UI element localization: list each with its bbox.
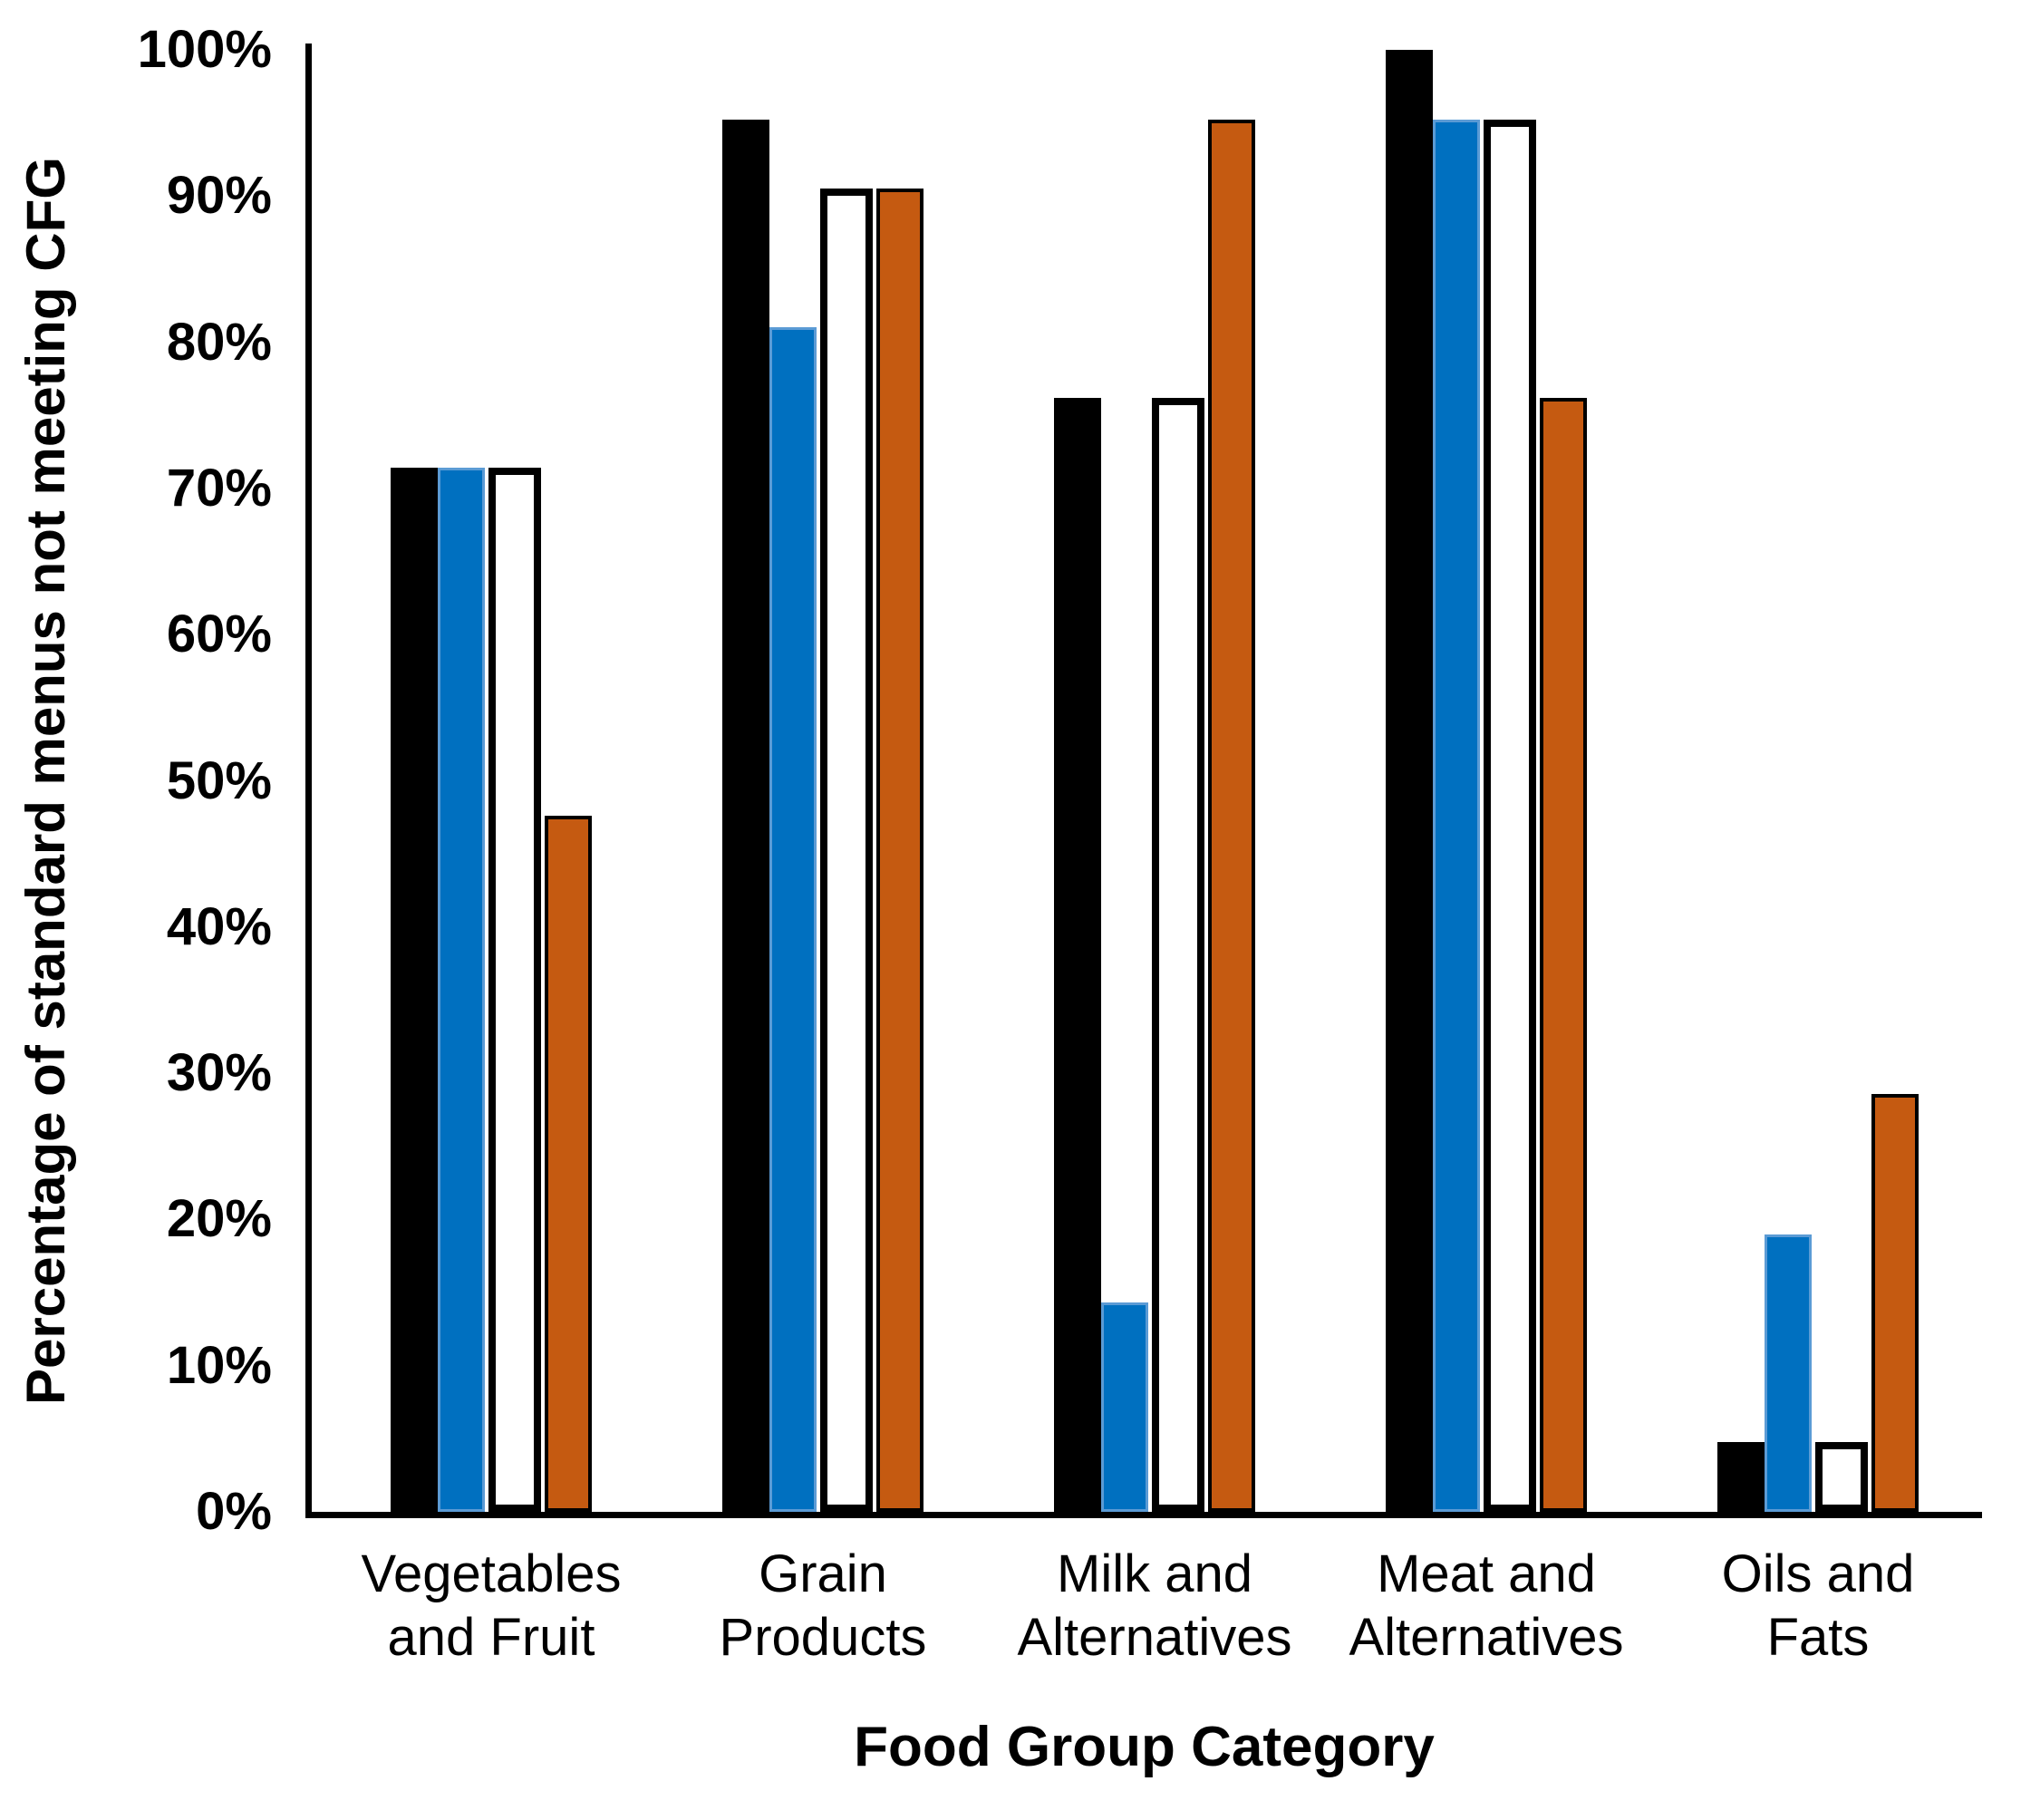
bar-white-oils-and-fats [1815, 1442, 1868, 1512]
bar-cluster-3 [1054, 120, 1255, 1512]
bar-white-milk-and-alternatives [1152, 398, 1204, 1512]
bar-blue-meat-and-alternatives [1433, 120, 1480, 1512]
bar-black-grain-products [722, 120, 769, 1512]
y-tick-label-30: 30% [166, 1043, 272, 1103]
y-tick-label-70: 70% [166, 458, 272, 518]
y-tick-label-40: 40% [166, 896, 272, 956]
bar-blue-vegetables-and-fruit [438, 468, 485, 1512]
bar-cluster-2 [722, 120, 923, 1512]
bar-black-vegetables-and-fruit [391, 468, 438, 1512]
y-axis-line [305, 44, 312, 1518]
bar-cluster-4 [1386, 50, 1587, 1512]
y-tick-label-10: 10% [166, 1335, 272, 1395]
y-tick-label-90: 90% [166, 166, 272, 226]
bar-orange-milk-and-alternatives [1208, 120, 1255, 1512]
bar-white-grain-products [820, 189, 873, 1512]
bar-black-meat-and-alternatives [1386, 50, 1433, 1512]
category-label-meat-and-alternatives: Meat and Alternatives [1349, 1544, 1624, 1667]
bar-blue-milk-and-alternatives [1101, 1302, 1148, 1512]
bar-black-oils-and-fats [1717, 1442, 1765, 1512]
category-label-milk-and-alternatives: Milk and Alternatives [1017, 1544, 1292, 1667]
y-tick-label-20: 20% [166, 1189, 272, 1249]
category-label-vegetables-and-fruit: Vegetables and Fruit [361, 1544, 622, 1667]
bar-cluster-5 [1717, 1094, 1919, 1512]
y-tick-label-100: 100% [137, 20, 272, 79]
y-tick-label-0: 0% [196, 1482, 272, 1541]
y-tick-label-50: 50% [166, 750, 272, 810]
bar-white-vegetables-and-fruit [488, 468, 541, 1512]
y-tick-label-80: 80% [166, 312, 272, 372]
bar-orange-vegetables-and-fruit [545, 816, 592, 1512]
bar-orange-oils-and-fats [1871, 1094, 1919, 1512]
bar-black-milk-and-alternatives [1054, 398, 1101, 1512]
category-label-oils-and-fats: Oils and Fats [1721, 1544, 1915, 1667]
y-tick-label-60: 60% [166, 605, 272, 664]
bar-cluster-1 [391, 468, 592, 1512]
x-axis-line [305, 1512, 1982, 1518]
bar-blue-oils-and-fats [1765, 1234, 1812, 1512]
bar-orange-grain-products [876, 189, 923, 1512]
x-axis-title: Food Group Category [854, 1716, 1435, 1778]
bar-white-meat-and-alternatives [1484, 120, 1536, 1512]
bar-orange-meat-and-alternatives [1540, 398, 1587, 1512]
bar-blue-grain-products [769, 327, 817, 1512]
category-label-grain-products: Grain Products [719, 1544, 927, 1667]
